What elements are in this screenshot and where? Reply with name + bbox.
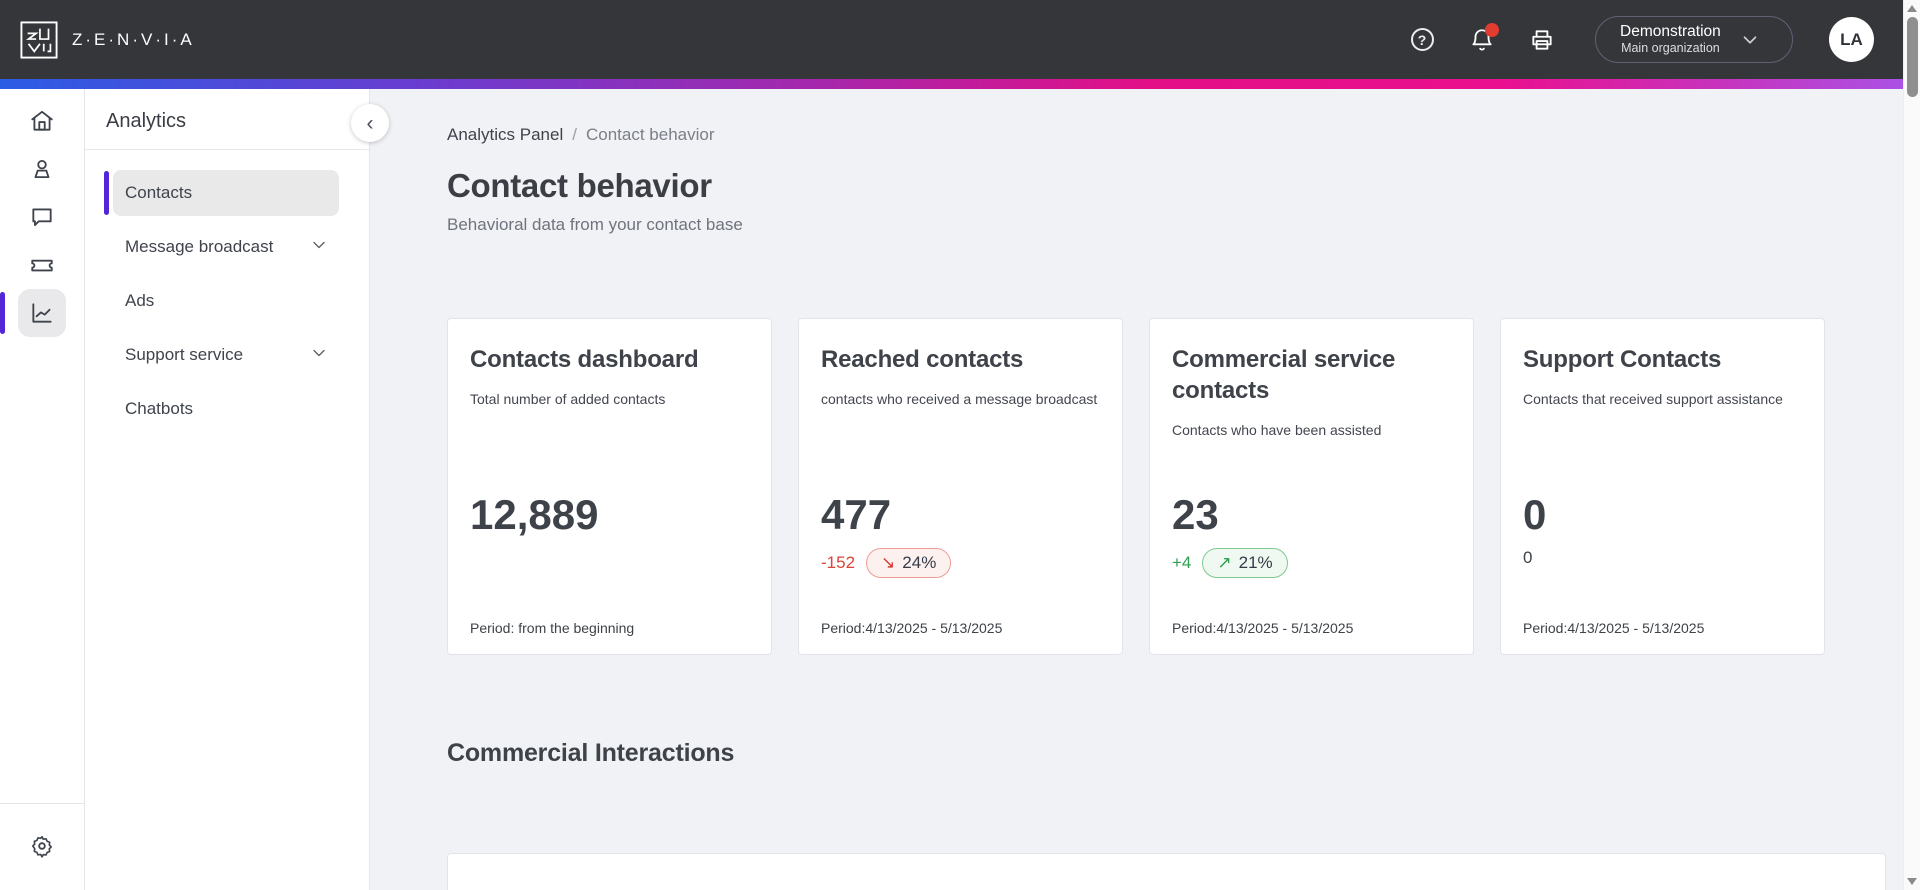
card-value: 12,889 — [470, 491, 599, 538]
gear-icon — [31, 835, 53, 858]
notification-badge-dot — [1485, 22, 1499, 37]
chevron-down-icon — [1743, 35, 1757, 44]
chevron-down-icon — [309, 343, 329, 368]
topbar-actions: ? Demonstration Main organization — [1407, 16, 1874, 63]
breadcrumb-separator: / — [572, 125, 577, 144]
sidebar-divider — [85, 149, 369, 150]
card-period: Period:4/13/2025 - 5/13/2025 — [1523, 620, 1705, 636]
sidebar-item-label: Contacts — [125, 183, 193, 202]
breadcrumb-analytics-panel[interactable]: Analytics Panel — [447, 125, 564, 144]
stat-card-support-contacts: Support Contacts Contacts that received … — [1500, 318, 1825, 655]
rail-item-tickets[interactable] — [18, 241, 66, 289]
stat-cards-row: Contacts dashboard Total number of added… — [447, 318, 1886, 655]
card-delta-row: +4 ↗ 21% — [1172, 548, 1288, 578]
zenvia-logo-icon — [20, 20, 58, 59]
ticket-icon — [31, 259, 53, 272]
active-rail-indicator — [0, 292, 5, 334]
card-value: 477 — [821, 491, 892, 538]
card-title: Commercial service contacts — [1172, 346, 1396, 405]
sidebar-item-label: Ads — [125, 291, 155, 310]
organization-name: Demonstration — [1620, 23, 1721, 40]
sidebar-item-contacts[interactable]: Contacts — [104, 170, 339, 216]
avatar[interactable]: LA — [1829, 17, 1874, 62]
sidebar-title: Analytics — [106, 110, 187, 132]
card-period: Period: from the beginning — [470, 620, 635, 636]
sidebar-item-label: Support service — [125, 345, 244, 364]
card-description: Contacts who have been assisted — [1172, 422, 1382, 439]
notifications-button[interactable] — [1467, 22, 1499, 55]
card-period: Period:4/13/2025 - 5/13/2025 — [821, 620, 1003, 636]
chat-bubble-icon — [32, 208, 52, 227]
person-icon — [34, 159, 50, 179]
topbar: Z·E·N·V·I·A ? Demonstration Main organiz… — [0, 0, 1920, 79]
section-heading-commercial-interactions: Commercial Interactions — [447, 739, 735, 767]
rail-bottom — [0, 803, 84, 890]
trend-down-icon: ↘ — [881, 553, 896, 572]
line-chart-icon — [32, 303, 52, 323]
sidebar-item-ads[interactable]: Ads — [113, 278, 339, 324]
help-button[interactable]: ? — [1407, 25, 1437, 55]
card-title: Contacts dashboard — [470, 346, 699, 373]
stat-card-reached-contacts: Reached contacts contacts who received a… — [798, 318, 1123, 655]
chevron-down-icon — [309, 235, 329, 260]
scrollbar-thumb[interactable] — [1907, 17, 1918, 97]
delta-value: +4 — [1172, 553, 1192, 572]
brand-name: Z·E·N·V·I·A — [72, 29, 195, 49]
rail-item-analytics[interactable] — [0, 289, 66, 337]
bell-icon — [1472, 28, 1492, 51]
card-value: 0 — [1523, 491, 1547, 538]
home-icon — [31, 110, 53, 131]
print-button[interactable] — [1527, 25, 1557, 55]
breadcrumb: Analytics Panel / Contact behavior — [447, 125, 1886, 145]
printer-icon — [1532, 29, 1552, 50]
delta-value: 0 — [1523, 548, 1533, 567]
scrollbar-down-arrow[interactable] — [1907, 878, 1917, 885]
rail-item-conversations[interactable] — [18, 193, 66, 241]
card-description: Contacts that received support assistanc… — [1523, 391, 1783, 408]
rail-item-home[interactable] — [18, 97, 66, 145]
organization-subtitle: Main organization — [1621, 41, 1720, 56]
card-description: Total number of added contacts — [470, 391, 666, 408]
card-description: contacts who received a message broadcas… — [821, 391, 1098, 408]
trend-percent: 24% — [902, 553, 937, 572]
sidebar-item-message-broadcast[interactable]: Message broadcast — [113, 224, 339, 270]
sidebar-collapse-button[interactable]: ‹ — [351, 104, 389, 142]
breadcrumb-current: Contact behavior — [585, 125, 715, 144]
organization-info: Demonstration Main organization — [1620, 22, 1721, 57]
card-value: 23 — [1172, 491, 1219, 538]
scrollbar-up-arrow[interactable] — [1907, 5, 1917, 12]
vertical-scrollbar[interactable] — [1903, 0, 1920, 890]
trend-up-icon: ↗ — [1217, 553, 1232, 572]
card-period: Period:4/13/2025 - 5/13/2025 — [1172, 620, 1354, 636]
trend-badge: ↗ 21% — [1202, 548, 1288, 578]
brand-gradient-bar — [0, 79, 1920, 89]
help-icon: ? — [1410, 28, 1434, 51]
nav-rail — [0, 89, 85, 890]
organization-switcher[interactable]: Demonstration Main organization — [1595, 16, 1793, 63]
sidebar-item-label: Message broadcast — [125, 237, 274, 256]
card-title: Support Contacts — [1523, 346, 1722, 373]
trend-percent: 21% — [1238, 553, 1273, 572]
sidebar-menu: Contacts Message broadcast Ads Support s… — [85, 150, 369, 432]
card-delta-row: -152 ↘ 24% — [821, 548, 952, 578]
stat-card-commercial-service-contacts: Commercial service contacts Contacts who… — [1149, 318, 1474, 655]
sidebar-item-label: Chatbots — [125, 399, 194, 418]
card-title: Reached contacts — [821, 346, 1024, 373]
stat-card-contacts-dashboard: Contacts dashboard Total number of added… — [447, 318, 772, 655]
delta-value: -152 — [821, 553, 856, 572]
sidebar-item-support-service[interactable]: Support service — [113, 332, 339, 378]
sidebar-item-chatbots[interactable]: Chatbots — [113, 386, 339, 432]
analytics-sidebar: Analytics Contacts Message broadcast Ads… — [85, 89, 370, 890]
card-delta-row: 0 — [1523, 548, 1532, 568]
trend-badge: ↘ 24% — [866, 548, 952, 578]
chevron-left-icon: ‹ — [366, 111, 374, 135]
page-title: Contact behavior — [447, 167, 712, 204]
app-shell: Analytics Contacts Message broadcast Ads… — [0, 89, 1920, 890]
main-content: Analytics Panel / Contact behavior Conta… — [370, 89, 1920, 890]
rail-item-settings[interactable] — [18, 822, 66, 870]
commercial-interactions-card — [447, 853, 1886, 890]
page-subtitle: Behavioral data from your contact base — [447, 215, 743, 234]
brand[interactable]: Z·E·N·V·I·A — [20, 20, 195, 59]
rail-item-contacts[interactable] — [18, 145, 66, 193]
